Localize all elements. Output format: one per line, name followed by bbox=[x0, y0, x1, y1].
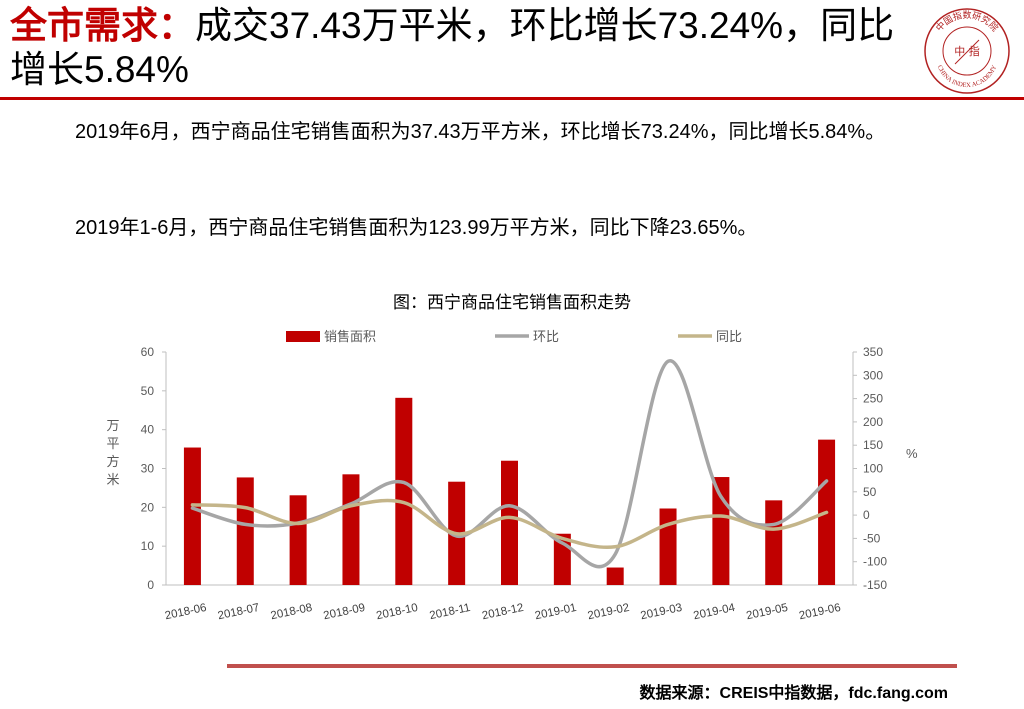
x-tick-label: 2018-11 bbox=[429, 602, 472, 622]
x-tick-label: 2018-06 bbox=[164, 602, 208, 623]
bar-2019-02 bbox=[606, 567, 624, 585]
bar-2019-05 bbox=[765, 500, 783, 585]
x-tick-label: 2019-04 bbox=[692, 602, 736, 623]
x-tick-label: 2018-09 bbox=[322, 602, 366, 623]
bar-2018-06 bbox=[183, 447, 201, 585]
data-source: 数据来源：CREIS中指数据，fdc.fang.com bbox=[639, 685, 948, 702]
logo-inner-ring bbox=[942, 26, 992, 76]
page-title: 全市需求：成交37.43万平米，环比增长73.24%，同比增长5.84% bbox=[10, 4, 910, 92]
y-tick-label: 60 bbox=[141, 345, 155, 359]
sales-area-chart: 0 10 20 30 40 50 60 -150 -100 -50 0 50 100 150 200 250 3… bbox=[106, 329, 918, 623]
bar-2018-07 bbox=[236, 477, 254, 585]
y-tick-label: 30 bbox=[141, 462, 155, 476]
y2-tick-label: 150 bbox=[863, 438, 883, 452]
y2-tick-label: 200 bbox=[863, 415, 883, 429]
y-tick-label: 10 bbox=[141, 539, 155, 553]
title-divider bbox=[0, 97, 1024, 100]
title-main: 成交37.43万平米，环比增长73.24%，同比增长5.84% bbox=[10, 5, 895, 90]
y2-tick-label: 50 bbox=[863, 485, 877, 499]
x-tick-label: 2018-10 bbox=[375, 602, 419, 623]
bar-2018-08 bbox=[289, 495, 307, 585]
title-accent: 全市需求： bbox=[10, 5, 195, 46]
y-tick-label: 50 bbox=[141, 384, 155, 398]
svg-text:CHINA INDEX ACADEMY: CHINA INDEX ACADEMY bbox=[936, 64, 998, 89]
x-tick-label: 2018-07 bbox=[217, 602, 261, 623]
y2-tick-label: 100 bbox=[863, 462, 883, 476]
paragraph-1: 2019年6月，西宁商品住宅销售面积为37.43万平方米，环比增长73.24%，… bbox=[75, 121, 886, 143]
y-tick-label: 0 bbox=[147, 578, 154, 592]
paragraph-2: 2019年1-6月，西宁商品住宅销售面积为123.99万平方米，同比下降23.6… bbox=[75, 217, 758, 239]
x-tick-label: 2019-02 bbox=[587, 602, 631, 623]
logo-text-top: 中国指数研究院 bbox=[933, 9, 1001, 34]
bar-2019-03 bbox=[659, 508, 677, 585]
x-tick-label: 2018-08 bbox=[270, 602, 314, 623]
bar-2018-10 bbox=[395, 397, 413, 585]
legend-label-1: 销售面积 bbox=[324, 329, 376, 344]
y2-tick-label: -150 bbox=[863, 578, 887, 592]
bar-2018-12 bbox=[501, 460, 518, 585]
x-tick-label: 2018-12 bbox=[481, 602, 525, 623]
x-tick-label: 2019-06 bbox=[798, 602, 842, 623]
svg-text:中国指数研究院: 中国指数研究院 bbox=[933, 9, 1001, 34]
logo-text-center: 中 指 bbox=[954, 44, 980, 58]
footer-divider bbox=[227, 664, 957, 668]
y2-tick-label: 300 bbox=[863, 368, 883, 382]
logo-diagonal bbox=[954, 39, 980, 65]
y2-tick-label: -50 bbox=[863, 531, 881, 545]
chart-title: 图：西宁商品住宅销售面积走势 bbox=[393, 293, 631, 312]
bar-2018-09 bbox=[342, 474, 360, 585]
legend-label-3: 同比 bbox=[716, 329, 742, 344]
y-tick-label: 20 bbox=[141, 500, 155, 514]
legend-label-2: 环比 bbox=[533, 329, 559, 344]
logo-outer-ring bbox=[924, 8, 1010, 94]
legend-swatch-1 bbox=[286, 331, 320, 342]
x-tick-label: 2019-03 bbox=[640, 602, 684, 623]
y2-tick-label: -100 bbox=[863, 555, 887, 569]
x-tick-label: 2019-05 bbox=[745, 602, 789, 623]
y2-tick-label: 0 bbox=[863, 508, 870, 522]
y2-tick-label: 250 bbox=[863, 392, 883, 406]
logo-text-bottom: CHINA INDEX ACADEMY bbox=[936, 64, 998, 89]
y2-axis-label: % bbox=[906, 446, 918, 461]
y-tick-label: 40 bbox=[141, 423, 155, 437]
x-tick-label: 2019-01 bbox=[534, 602, 578, 623]
y2-tick-label: 350 bbox=[863, 345, 883, 359]
y-axis-label: 万平方米 bbox=[106, 418, 119, 487]
china-index-academy-logo: 中国指数研究院 CHINA INDEX ACADEMY 中 指 bbox=[924, 8, 1010, 94]
